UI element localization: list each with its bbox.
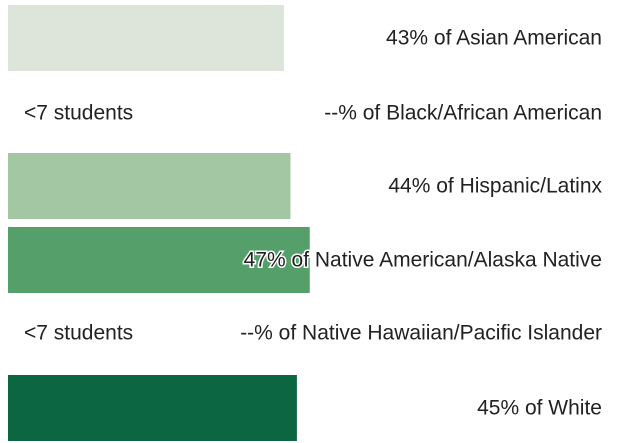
bar-label: --% of Black/African American [324,102,602,125]
bar-label: 45% of White [477,397,602,420]
note: <7 students [24,322,133,345]
bar [8,5,285,71]
bar-label: --% of Native Hawaiian/Pacific Islander [240,322,602,345]
bar-label: 43% of Asian American [386,27,602,50]
bar [8,227,310,293]
bar-label: 47% of Native American/Alaska Native [244,249,602,272]
bar [8,153,291,219]
bar-label: 44% of Hispanic/Latinx [388,175,602,198]
note: <7 students [24,102,133,125]
bar [8,375,297,441]
